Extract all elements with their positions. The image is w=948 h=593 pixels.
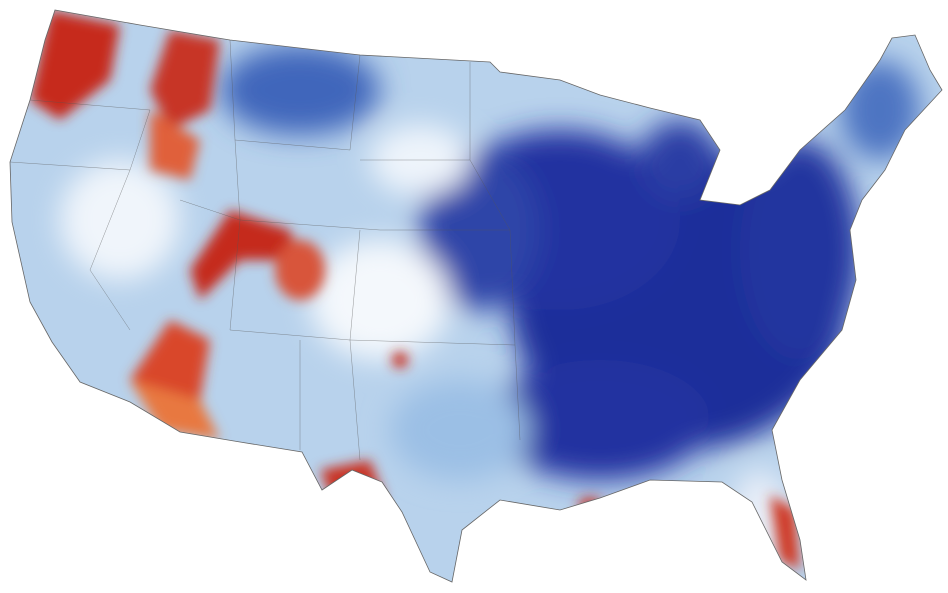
country-outline xyxy=(9,9,943,583)
state-lines xyxy=(9,39,521,461)
